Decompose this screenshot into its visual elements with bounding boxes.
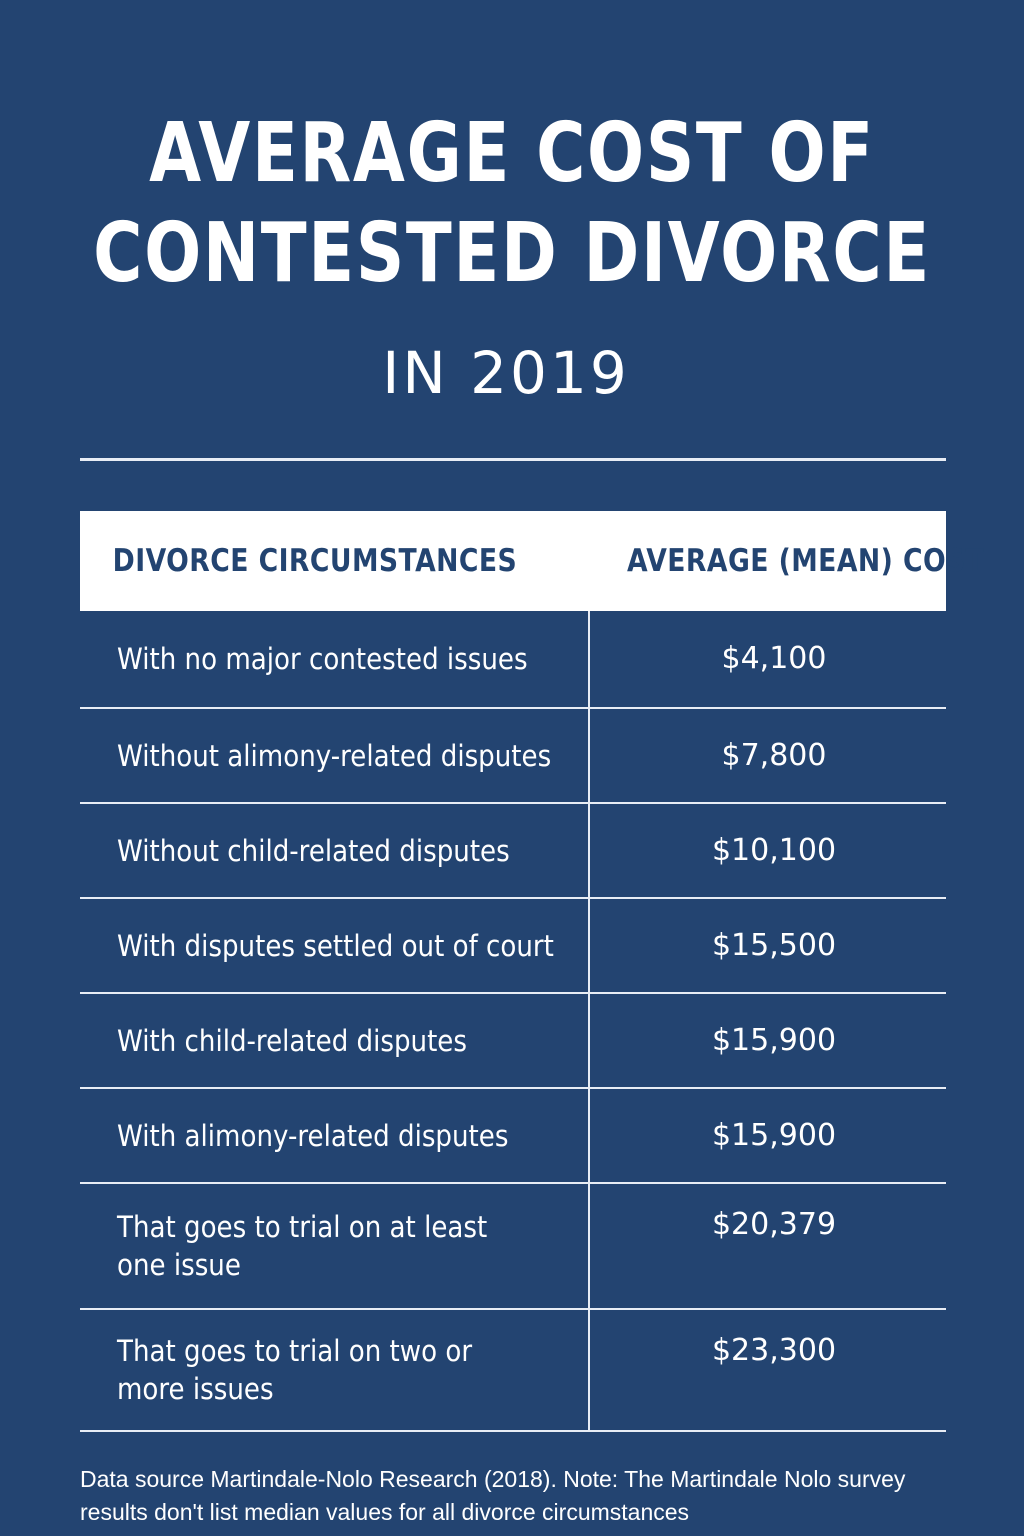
title-line-2: CONTESTED DIVORCE bbox=[93, 206, 931, 301]
table-header: DIVORCE CIRCUMSTANCES AVERAGE (MEAN) COS… bbox=[80, 511, 985, 611]
table-row: That goes to trial on two or more issues… bbox=[80, 1310, 946, 1432]
table-body: With no major contested issues $4,100 Wi… bbox=[80, 611, 946, 1432]
circumstance-cell: With child-related disputes bbox=[80, 994, 590, 1087]
footnote-line-2: results don't list median values for all… bbox=[80, 1499, 690, 1525]
table-row: With child-related disputes $15,900 bbox=[80, 994, 946, 1089]
page-title: AVERAGE COST OF CONTESTED DIVORCE bbox=[0, 104, 1024, 304]
circumstance-cell: Without alimony-related disputes bbox=[80, 709, 590, 802]
divider bbox=[80, 458, 946, 461]
table-row: With alimony-related disputes $15,900 bbox=[80, 1089, 946, 1184]
footnote: Data source Martindale-Nolo Research (20… bbox=[80, 1463, 980, 1529]
table-row: Without child-related disputes $10,100 bbox=[80, 804, 946, 899]
circumstance-text-line-2: more issues bbox=[117, 1372, 274, 1406]
footnote-line-1: Data source Martindale-Nolo Research (20… bbox=[80, 1466, 906, 1492]
circumstance-text: With disputes settled out of court bbox=[117, 928, 554, 963]
circumstance-text-line-2: one issue bbox=[117, 1248, 241, 1282]
cost-cell: $15,900 bbox=[711, 1117, 837, 1153]
cost-cell: $23,300 bbox=[711, 1333, 837, 1368]
circumstance-text: With no major contested issues bbox=[117, 642, 528, 676]
column-header-circumstances: DIVORCE CIRCUMSTANCES bbox=[112, 543, 518, 579]
cost-cell: $10,100 bbox=[711, 832, 837, 868]
circumstance-text-line-1: That goes to trial on two or bbox=[117, 1334, 473, 1368]
table-row: That goes to trial on at least one issue… bbox=[80, 1184, 946, 1310]
table-row: Without alimony-related disputes $7,800 bbox=[80, 709, 946, 804]
circumstance-text: Without child-related disputes bbox=[117, 833, 510, 868]
page-subtitle: IN 2019 bbox=[382, 339, 630, 407]
circumstance-text: With child-related disputes bbox=[117, 1023, 467, 1058]
column-header-cost: AVERAGE (MEAN) COST bbox=[626, 543, 985, 579]
circumstance-text-line-1: That goes to trial on at least bbox=[117, 1210, 488, 1244]
title-line-1: AVERAGE COST OF bbox=[149, 106, 875, 201]
cost-cell: $15,500 bbox=[711, 927, 837, 963]
circumstance-cell: That goes to trial on at least one issue bbox=[80, 1184, 590, 1308]
circumstance-text: Without alimony-related disputes bbox=[117, 738, 552, 773]
circumstance-cell: With alimony-related disputes bbox=[80, 1089, 590, 1182]
circumstance-cell: With no major contested issues bbox=[80, 611, 590, 707]
table-row: With no major contested issues $4,100 bbox=[80, 611, 946, 709]
cost-cell: $20,379 bbox=[711, 1207, 837, 1242]
column-divider bbox=[588, 611, 590, 1432]
cost-cell: $15,900 bbox=[711, 1022, 837, 1058]
circumstance-cell: With disputes settled out of court bbox=[80, 899, 590, 992]
cost-cell: $4,100 bbox=[721, 641, 827, 676]
circumstance-cell: That goes to trial on two or more issues bbox=[80, 1310, 590, 1430]
cost-table: DIVORCE CIRCUMSTANCES AVERAGE (MEAN) COS… bbox=[80, 511, 985, 1432]
circumstance-text: With alimony-related disputes bbox=[117, 1118, 509, 1153]
table-row: With disputes settled out of court $15,5… bbox=[80, 899, 946, 994]
cost-cell: $7,800 bbox=[721, 737, 827, 773]
circumstance-cell: Without child-related disputes bbox=[80, 804, 590, 897]
